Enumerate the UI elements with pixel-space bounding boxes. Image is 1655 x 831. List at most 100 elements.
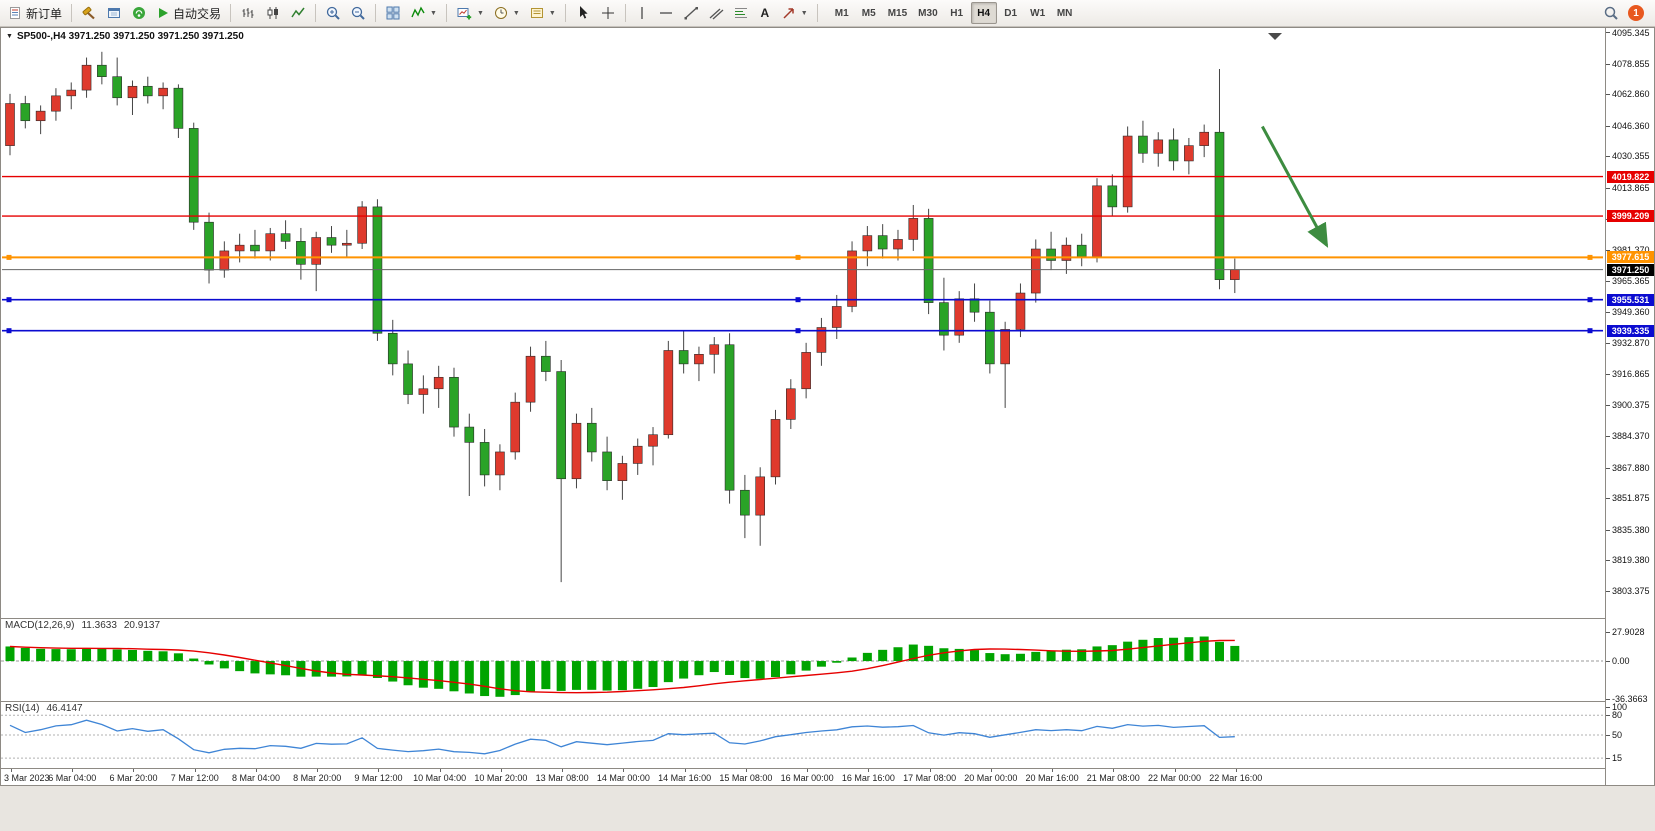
timeframe-m5[interactable]: M5 (856, 2, 882, 24)
time-tick-mark (72, 769, 74, 772)
timeframe-m1[interactable]: M1 (829, 2, 855, 24)
new-chart-button[interactable]: ▼ (452, 2, 488, 24)
template-button[interactable]: ▼ (525, 2, 560, 24)
autotrading-button[interactable]: 自动交易 (152, 2, 225, 24)
vertical-line-button[interactable] (631, 2, 653, 24)
horizontal-line-button[interactable] (654, 2, 678, 24)
horizontal-line[interactable] (2, 254, 1603, 260)
arrows-tool-button[interactable]: ▼ (777, 2, 812, 24)
fibonacci-button[interactable] (729, 2, 753, 24)
separator (624, 4, 626, 22)
timeframe-m15[interactable]: M15 (883, 2, 912, 24)
line-chart-button[interactable] (286, 2, 310, 24)
time-axis-label: 16 Mar 00:00 (780, 773, 834, 783)
timeframe-mn[interactable]: MN (1052, 2, 1078, 24)
time-axis-label: 6 Mar 20:00 (109, 773, 158, 783)
price-tag: 3977.615 (1607, 251, 1654, 264)
panel-separator[interactable] (1, 618, 1605, 619)
time-axis-label: 22 Mar 16:00 (1209, 773, 1263, 783)
vertical-line-icon (641, 7, 643, 19)
price-chart-canvas[interactable] (1, 32, 1605, 618)
timeframe-h1[interactable]: H1 (944, 2, 970, 24)
axis-tick-mark (1606, 735, 1610, 736)
timeframe-w1[interactable]: W1 (1025, 2, 1051, 24)
axis-tick-mark (1606, 280, 1610, 282)
bar-chart-button[interactable] (236, 2, 260, 24)
zoom-out-button[interactable] (346, 2, 370, 24)
time-tick-mark (439, 769, 441, 772)
play-icon (159, 8, 169, 18)
macd-axis-label: 0.00 (1612, 656, 1630, 667)
time-axis[interactable]: 3 Mar 2023 6 Mar 04:00 6 Mar 20:00 7 Mar 12… (1, 769, 1605, 785)
rsi-label: RSI(14) 46.4147 (5, 703, 90, 714)
time-tick-mark (378, 769, 380, 772)
text-tool-button[interactable]: A (754, 2, 776, 24)
arrow-tool-icon (783, 8, 794, 19)
rsi-axis-label: 100 (1612, 702, 1628, 712)
crosshair-button[interactable] (596, 2, 620, 24)
panel-separator (1, 768, 1605, 769)
timeframe-h4[interactable]: H4 (970, 2, 997, 24)
axis-tick-mark (1606, 32, 1610, 33)
separator (230, 4, 232, 22)
notification-badge[interactable]: 1 (1628, 5, 1644, 21)
time-axis-label: 6 Mar 04:00 (48, 773, 97, 783)
rsi-axis-label: 50 (1612, 730, 1623, 740)
rsi-line (9, 719, 1235, 755)
horizontal-line[interactable] (2, 297, 1603, 303)
price-axis-label: 3884.370 (1612, 430, 1650, 441)
template-icon (530, 8, 543, 18)
support-button[interactable] (127, 2, 151, 24)
channel-icon (709, 8, 724, 20)
price-axis-label: 4095.345 (1612, 28, 1650, 38)
window-icon (108, 8, 121, 18)
price-axis-label: 4062.860 (1612, 89, 1650, 100)
period-button[interactable]: ▼ (489, 2, 524, 24)
macd-canvas[interactable] (1, 619, 1605, 701)
time-tick-mark (194, 769, 196, 772)
price-axis-label: 3819.380 (1612, 555, 1650, 566)
cursor-icon (579, 6, 588, 19)
time-tick-mark (562, 769, 564, 772)
channel-button[interactable] (704, 2, 728, 24)
price-tag: 3955.531 (1607, 293, 1654, 306)
price-axis-label: 3867.880 (1612, 462, 1650, 473)
price-axis-label: 3851.875 (1612, 493, 1650, 504)
price-tag: 4019.822 (1607, 170, 1654, 183)
strategy-tester-button[interactable] (77, 2, 101, 24)
chart-title: ▼ SP500-,H4 3971.250 3971.250 3971.250 39… (6, 31, 244, 42)
trendline-icon (684, 7, 698, 20)
separator (71, 4, 73, 22)
time-axis-label: 14 Mar 16:00 (658, 773, 712, 783)
time-axis-label: 20 Mar 00:00 (964, 773, 1018, 783)
data-window-button[interactable] (102, 2, 126, 24)
time-axis-label: 21 Mar 08:00 (1086, 773, 1140, 783)
timeframe-m30[interactable]: M30 (913, 2, 942, 24)
price-tag: 3939.335 (1607, 324, 1654, 337)
cursor-button[interactable] (571, 2, 595, 24)
new-order-button[interactable]: 新订单 (3, 2, 66, 24)
trend-arrow[interactable] (1261, 125, 1329, 248)
time-axis-label: 22 Mar 00:00 (1148, 773, 1202, 783)
timeframe-d1[interactable]: D1 (998, 2, 1024, 24)
expand-triangle-icon: ▼ (6, 33, 13, 40)
candlestick-chart-button[interactable] (261, 2, 285, 24)
search-button[interactable] (1599, 2, 1623, 24)
horizontal-line[interactable] (2, 328, 1603, 334)
price-axis-label: 3835.380 (1612, 524, 1650, 535)
axis-tick-mark (1606, 94, 1610, 96)
separator (375, 4, 377, 22)
trendline-button[interactable] (679, 2, 703, 24)
rsi-canvas[interactable] (1, 702, 1605, 768)
macd-axis-label: 27.9028 (1612, 626, 1645, 637)
axis-tick-mark (1606, 529, 1610, 531)
panel-separator[interactable] (1, 701, 1605, 702)
tile-windows-button[interactable] (381, 2, 405, 24)
axis-tick-mark (1606, 707, 1610, 708)
price-axis[interactable]: 4095.345 4078.855 4062.860 4046.360 4030.355… (1605, 28, 1654, 785)
time-tick-mark (868, 769, 870, 772)
zoom-in-button[interactable] (321, 2, 345, 24)
indicators-button[interactable]: ▼ (406, 2, 441, 24)
axis-tick-mark (1606, 699, 1610, 701)
time-tick-mark (11, 769, 12, 772)
